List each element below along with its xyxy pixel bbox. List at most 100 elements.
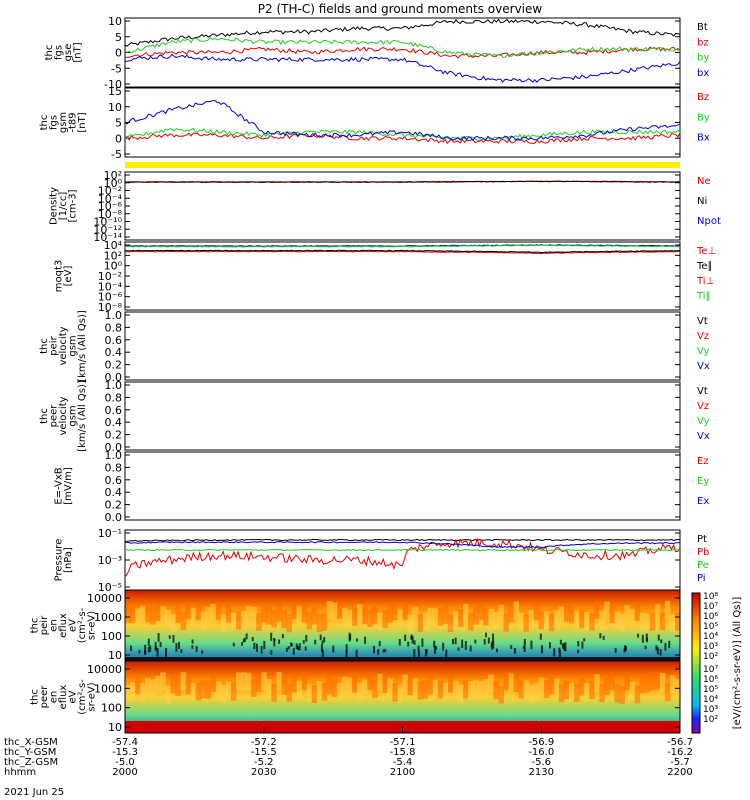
spectrogram-cell	[473, 606, 479, 625]
y-axis-label: thc	[39, 408, 50, 424]
spectrogram-cell	[569, 605, 575, 624]
spectrogram-cell	[261, 604, 267, 623]
colorbar-tick: 10³	[703, 705, 718, 715]
spectrogram-gap	[577, 649, 580, 653]
spectrogram-gap	[320, 644, 323, 652]
spectrogram-cell	[463, 603, 469, 622]
colorbar-tick: 10²	[703, 652, 718, 662]
spectrogram-cell	[599, 610, 605, 629]
spectrogram-gap	[355, 649, 358, 659]
spectrogram-gap	[168, 635, 171, 639]
spectrogram-gap	[445, 649, 448, 658]
spectrogram-cell	[493, 611, 499, 630]
y-tick-label: 1.0	[105, 379, 123, 392]
xaxis-value: -5.6	[531, 757, 551, 768]
spectrogram-cell	[241, 672, 247, 691]
spectrogram-gap	[382, 649, 385, 653]
spectrogram-gap	[483, 638, 486, 645]
legend-entry-Te⊥: Te⊥	[696, 246, 716, 257]
y-tick-label: 0.6	[105, 474, 123, 487]
spectrogram-cell	[458, 609, 464, 627]
spectrogram-gap	[253, 642, 256, 650]
spectrogram-cell	[659, 612, 666, 631]
spectrogram-cell	[407, 677, 414, 696]
spectrogram-cell	[246, 672, 252, 691]
spectrogram-cell	[604, 601, 610, 620]
spectrogram-cell	[553, 678, 560, 697]
spectrogram-cell	[271, 609, 277, 628]
spectrogram-gap	[548, 642, 551, 649]
legend-entry-Npot: Npot	[697, 216, 721, 227]
spectrogram-gap	[492, 641, 495, 649]
spectrogram-gap	[345, 650, 348, 658]
colorbar-tick: 10⁶	[703, 675, 718, 685]
spectrogram-cell	[276, 672, 282, 691]
y-tick-label: 10⁰	[104, 260, 123, 273]
spectrogram-gap	[129, 645, 132, 652]
spectrogram-gap	[323, 636, 326, 643]
spectrogram-cell	[594, 601, 600, 619]
panel-frame	[124, 381, 681, 451]
spectrogram-gap	[563, 647, 566, 651]
spectrogram-gap	[421, 638, 424, 647]
spectrogram-gap	[263, 640, 266, 650]
spectrogram-cell	[584, 683, 590, 702]
legend-entry-Vx: Vx	[697, 361, 710, 372]
xaxis-value: 2030	[251, 767, 276, 778]
series-line-Te⊥	[124, 250, 681, 255]
spectrogram-gap	[657, 634, 660, 641]
spectrogram-gap	[664, 643, 667, 651]
spectrogram-gap	[373, 645, 376, 654]
spectrogram-gap	[195, 646, 198, 652]
colorbar-tick: 10⁴	[703, 632, 718, 642]
spectrogram-gap	[523, 638, 526, 646]
spectrogram-cell	[609, 605, 615, 623]
y-axis-label: [nT]	[77, 112, 88, 132]
legend-entry-Bz: Bz	[697, 92, 709, 103]
y-tick-label: 100	[101, 702, 122, 715]
spectrogram-cell	[574, 683, 580, 702]
spectrogram-cell	[589, 681, 595, 700]
spectrogram-cell	[442, 605, 449, 624]
spectrogram-cell	[644, 613, 651, 632]
spectrogram-cell	[427, 608, 434, 626]
spectrogram-cell	[563, 681, 570, 700]
spectrogram-cell	[215, 601, 222, 620]
spectrogram-gap	[270, 650, 273, 655]
spectrogram-gap	[332, 645, 335, 653]
spectrogram-cell	[432, 680, 439, 699]
y-tick-label: 10⁻⁶	[98, 291, 123, 304]
xaxis-value: -57.4	[112, 737, 138, 748]
spectrogram-cell	[604, 676, 610, 695]
y-tick-label: 10⁴	[104, 239, 123, 252]
legend-entry-Ez: Ez	[697, 456, 709, 467]
y-axis-label: gsm	[58, 112, 69, 133]
spectrogram-gap	[492, 633, 495, 643]
y-axis-label: [mV/m]	[63, 467, 74, 505]
spectrogram-cell	[125, 604, 131, 623]
series-line-By	[125, 127, 681, 141]
spectrogram-cell	[372, 679, 378, 698]
spectrogram-cell	[306, 684, 313, 703]
legend-entry-bz: bz	[697, 37, 709, 48]
legend-entry-bx: bx	[697, 68, 709, 79]
spectrogram-cell	[654, 671, 661, 690]
spectrogram-cell	[508, 604, 514, 622]
spectrogram-cell	[155, 675, 161, 694]
spectrogram-cell	[271, 683, 277, 702]
spectrogram-gap	[138, 650, 141, 654]
xaxis-row-label: thc_Y-GSM	[4, 747, 56, 758]
spectrogram-cell	[256, 673, 262, 692]
spectrogram-cell	[145, 604, 151, 623]
xaxis-value: -15.3	[112, 747, 138, 758]
series-line-by	[124, 36, 681, 58]
spectrogram-gap	[159, 641, 162, 648]
spectrogram-cell	[140, 605, 146, 624]
spectrogram-cell	[417, 614, 424, 632]
spectrogram-gap	[563, 643, 566, 648]
colorbar-tick: 10⁵	[703, 622, 718, 632]
y-axis-label: fgs	[53, 45, 64, 60]
spectrogram-gap	[242, 638, 245, 643]
spectrogram-cell	[518, 613, 525, 631]
spectrogram-cell	[548, 613, 555, 632]
